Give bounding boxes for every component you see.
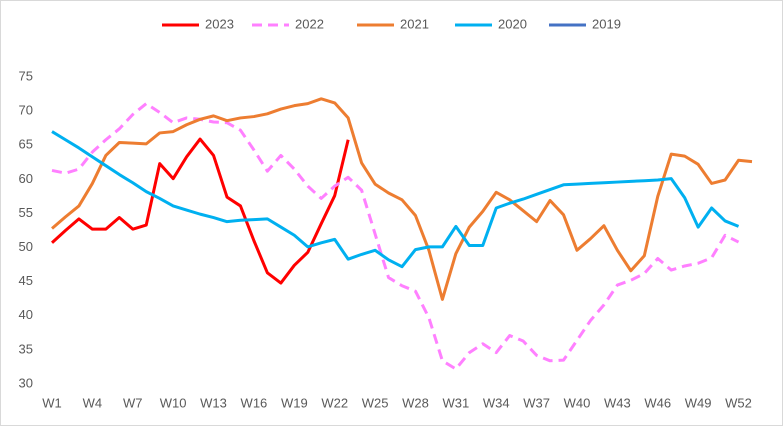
x-tick-label: W25 <box>362 395 389 410</box>
legend-label: 2020 <box>498 16 527 31</box>
x-tick-label: W31 <box>442 395 469 410</box>
legend-label: 2021 <box>400 16 429 31</box>
legend-label: 2022 <box>295 16 324 31</box>
x-tick-label: W10 <box>160 395 187 410</box>
x-tick-label: W13 <box>200 395 227 410</box>
y-tick-label: 55 <box>19 205 33 220</box>
x-tick-label: W52 <box>725 395 752 410</box>
y-tick-label: 50 <box>19 239 33 254</box>
x-tick-label: W16 <box>241 395 268 410</box>
legend-label: 2023 <box>205 16 234 31</box>
x-tick-label: W4 <box>83 395 103 410</box>
x-tick-label: W43 <box>604 395 631 410</box>
x-tick-label: W22 <box>321 395 348 410</box>
x-tick-label: W19 <box>281 395 308 410</box>
y-tick-label: 35 <box>19 341 33 356</box>
y-tick-label: 40 <box>19 307 33 322</box>
series-line <box>51 102 740 371</box>
x-tick-label: W40 <box>564 395 591 410</box>
x-tick-label: W7 <box>123 395 143 410</box>
y-tick-label: 60 <box>19 171 33 186</box>
y-tick-label: 70 <box>19 103 33 118</box>
y-tick-label: 45 <box>19 273 33 288</box>
series-line <box>51 130 740 269</box>
x-tick-label: W1 <box>42 395 62 410</box>
y-tick-label: 75 <box>19 68 33 83</box>
legend-label: 2019 <box>592 16 621 31</box>
series-line <box>51 97 753 301</box>
x-tick-label: W46 <box>644 395 671 410</box>
x-tick-label: W34 <box>483 395 510 410</box>
x-tick-label: W37 <box>523 395 550 410</box>
series-line <box>50 137 350 285</box>
x-tick-label: W28 <box>402 395 429 410</box>
y-tick-label: 30 <box>19 375 33 390</box>
y-tick-label: 65 <box>19 137 33 152</box>
x-tick-label: W49 <box>685 395 712 410</box>
